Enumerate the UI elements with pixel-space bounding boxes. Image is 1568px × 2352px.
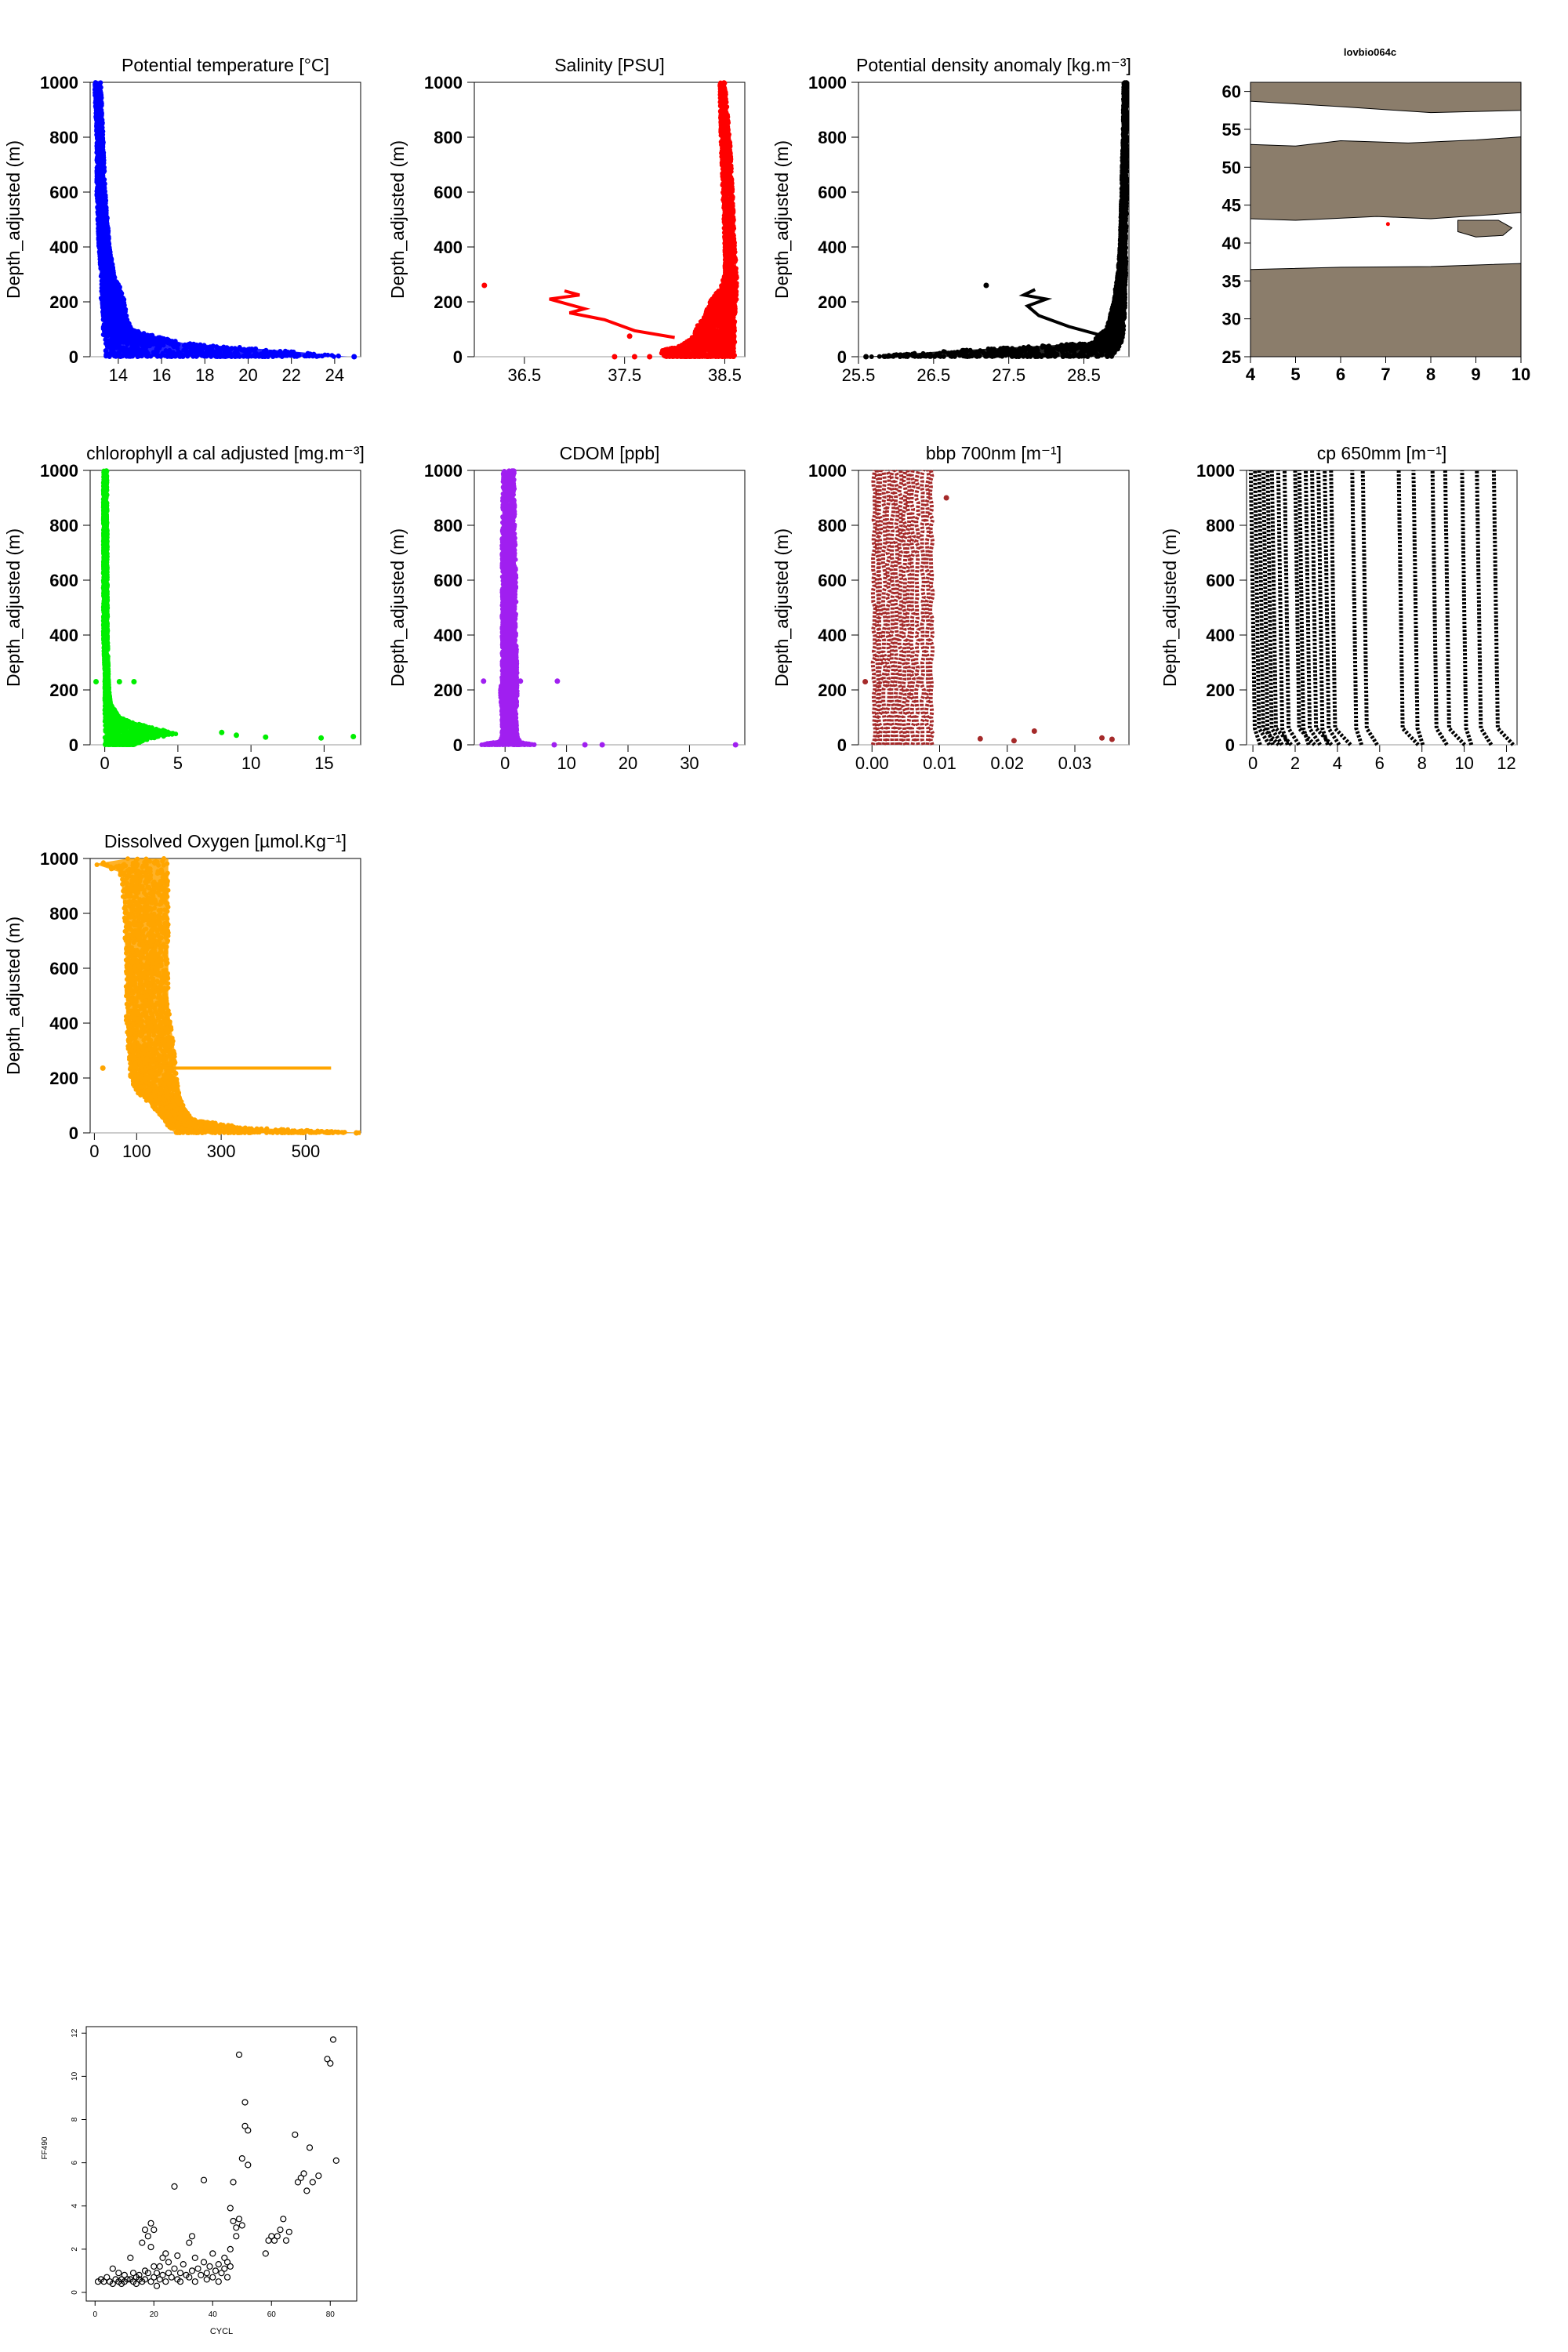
- temperature-panel: 14 16 18 20 22 24 0 200 400 600 800 1000 Potential t…: [3, 55, 361, 385]
- salinity-points: [481, 80, 739, 360]
- salinity-xtick-label: 36.5: [507, 365, 541, 385]
- salinity-xtick-label: 37.5: [608, 365, 641, 385]
- temperature-title: Potential temperature [°C]: [122, 55, 329, 75]
- temperature-ytick-label: 1000: [40, 73, 78, 93]
- temperature-xtick-label: 14: [109, 365, 128, 385]
- temperature-xtick-label: 16: [152, 365, 171, 385]
- salinity-ytick-label: 600: [434, 183, 463, 202]
- salinity-panel: 36.5 37.5 38.5 0 200 400 600 800 1000 Salinity [P…: [387, 55, 746, 385]
- temperature-ytick-label: 600: [49, 183, 78, 202]
- salinity-ytick-label: 800: [434, 128, 463, 147]
- temperature-ytick-label: 400: [49, 238, 78, 257]
- temperature-ytick-label: 200: [49, 292, 78, 312]
- salinity-ytick-label: 1000: [424, 73, 463, 93]
- salinity-ytick-label: 0: [453, 347, 463, 367]
- temperature-xtick-label: 20: [238, 365, 257, 385]
- temperature-points: [92, 80, 358, 360]
- temperature-ytick-label: 0: [69, 347, 78, 367]
- salinity-ytick-label: 400: [434, 238, 463, 257]
- salinity-xtick-label: 38.5: [708, 365, 742, 385]
- temperature-xtick-label: 22: [281, 365, 300, 385]
- temperature-xtick-label: 24: [325, 365, 344, 385]
- temperature-ylabel: Depth_adjusted (m): [3, 140, 24, 299]
- temperature-outlier-point: [351, 354, 358, 360]
- temperature-xtick-label: 18: [195, 365, 214, 385]
- salinity-title: Salinity [PSU]: [554, 55, 665, 75]
- temperature-envelope: [94, 82, 348, 357]
- temperature-ytick-label: 800: [49, 128, 78, 147]
- salinity-ylabel: Depth_adjusted (m): [387, 140, 408, 299]
- salinity-ytick-label: 200: [434, 292, 463, 312]
